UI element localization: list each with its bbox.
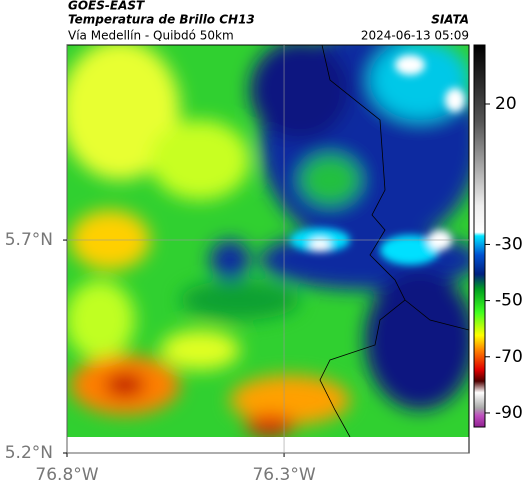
y-tick-label: 5.2°N <box>5 443 53 463</box>
colorbar-tick-label: -70 <box>495 347 523 367</box>
colorbar-tick-label: 20 <box>495 94 517 114</box>
datetime-label: 2024-06-13 05:09 <box>361 29 469 43</box>
y-tick-label: 5.7°N <box>5 230 53 250</box>
map-title: Temperatura de Brillo CH13 <box>68 13 255 27</box>
colorbar-tick-label: -90 <box>495 403 523 423</box>
x-tick-label: 76.3°W <box>252 465 315 485</box>
temperature-field <box>67 45 469 437</box>
colorbar <box>473 44 486 428</box>
colorbar-tick-label: -30 <box>495 234 523 254</box>
boundary-line <box>404 299 469 331</box>
x-tick-label: 76.8°W <box>35 465 98 485</box>
boundary-line <box>319 45 406 437</box>
colorbar-tick-label: -50 <box>495 291 523 311</box>
source-label: SIATA <box>431 13 469 27</box>
satellite-label: GOES-EAST <box>68 0 145 13</box>
map-subtitle: Vía Medellín - Quibdó 50km <box>68 29 234 43</box>
